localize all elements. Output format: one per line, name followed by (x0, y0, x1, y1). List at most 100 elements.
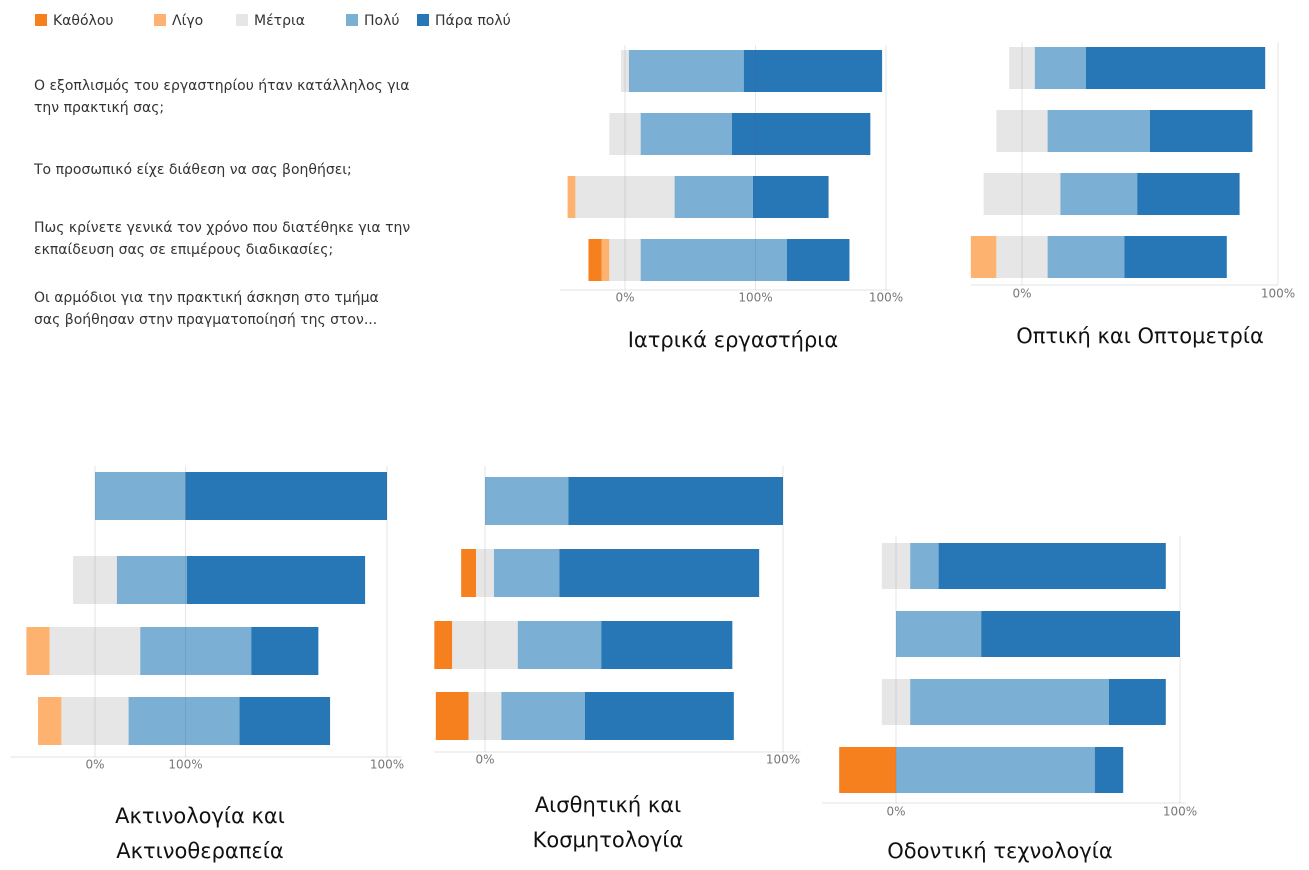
bar-segment (601, 621, 733, 669)
bar-segment (1124, 236, 1227, 278)
x-tick-label: 100% (766, 753, 800, 767)
bar-segment (896, 611, 982, 657)
bar-segment (95, 472, 186, 520)
bar-segment (61, 697, 129, 745)
bar-segment (1086, 47, 1266, 89)
bar-segment (609, 239, 641, 281)
bar-segment (185, 472, 387, 520)
bar-segment (452, 621, 518, 669)
bar-segment (628, 50, 744, 92)
legend-swatch (236, 14, 248, 26)
bar-segment (1034, 47, 1086, 89)
bar-segment (640, 113, 733, 155)
x-tick-label: 100% (1261, 287, 1295, 301)
bar-segment (251, 627, 319, 675)
chart-title: Ακτινολογία και (115, 804, 285, 828)
bar-segment (981, 611, 1180, 657)
question-label: Πως κρίνετε γενικά τον χρόνο που διατέθη… (34, 220, 410, 236)
bar-segment (575, 176, 675, 218)
bar-segment (73, 556, 117, 604)
bar-segment (1060, 173, 1138, 215)
bar-segment (239, 697, 331, 745)
bar-segment (584, 692, 734, 740)
bar-segment (938, 543, 1166, 589)
question-label: εκπαίδευση σας σε επιμέρους διαδικασίες; (34, 242, 333, 258)
question-label: την πρακτική σας; (34, 100, 164, 116)
bar-segment (640, 239, 787, 281)
bar-segment (435, 692, 469, 740)
bar-segment (881, 679, 911, 725)
bar-segment (601, 239, 610, 281)
bar-segment (752, 176, 829, 218)
bar-segment (128, 697, 240, 745)
bar-segment (468, 692, 502, 740)
bar-segment (621, 50, 629, 92)
bar-segment (839, 747, 896, 793)
bar-segment (609, 113, 641, 155)
question-label: Ο εξοπλισμός του εργαστηρίου ήταν κατάλλ… (34, 78, 409, 94)
chart-title: Οδοντική τεχνολογία (887, 839, 1112, 863)
bar-segment (140, 627, 252, 675)
question-label: Οι αρμόδιοι για την πρακτική άσκηση στο … (34, 290, 379, 306)
bar-segment (517, 621, 602, 669)
bar-segment (896, 747, 1095, 793)
x-tick-label: 0% (475, 753, 494, 767)
bar-segment (493, 549, 560, 597)
x-tick-label: 100% (1163, 805, 1197, 819)
bar-segment (476, 549, 494, 597)
x-tick-label: 100% (869, 291, 903, 305)
x-tick-label: 100% (738, 291, 772, 305)
bar-segment (567, 176, 576, 218)
bar-segment (49, 627, 141, 675)
bar-segment (881, 543, 911, 589)
chart-title: Ιατρικά εργαστήρια (628, 328, 839, 352)
bar-segment (996, 110, 1048, 152)
bar-segment (674, 176, 753, 218)
x-tick-label: 0% (85, 758, 104, 772)
bar-segment (501, 692, 585, 740)
bar-segment (38, 697, 62, 745)
legend-swatch (35, 14, 47, 26)
chart-title: Ακτινοθεραπεία (116, 839, 283, 863)
legend-label: Μέτρια (254, 13, 305, 29)
legend-swatch (417, 14, 429, 26)
bar-segment (588, 239, 602, 281)
bar-segment (732, 113, 871, 155)
bar-segment (996, 236, 1048, 278)
bar-segment (186, 556, 366, 604)
bar-segment (1047, 110, 1150, 152)
bar-segment (116, 556, 187, 604)
bar-segment (743, 50, 883, 92)
bar-segment (568, 477, 783, 525)
bar-segment (485, 477, 569, 525)
legend-swatch (154, 14, 166, 26)
bar-segment (559, 549, 760, 597)
bar-segment (970, 236, 997, 278)
bar-segment (1047, 236, 1125, 278)
legend-label: Λίγο (172, 13, 203, 29)
bar-segment (1137, 173, 1240, 215)
legend-label: Πολύ (364, 13, 399, 29)
bar-segment (1109, 679, 1166, 725)
legend-label: Πάρα πολύ (435, 13, 511, 29)
x-tick-label: 0% (1012, 287, 1031, 301)
legend-label: Καθόλου (53, 13, 114, 29)
bar-segment (461, 549, 477, 597)
x-tick-label: 0% (615, 291, 634, 305)
question-label: σας βοήθησαν στην πραγματοποίησή της στο… (34, 312, 377, 328)
chart-title: Κοσμητολογία (533, 828, 684, 852)
x-tick-label: 100% (370, 758, 404, 772)
legend-swatch (346, 14, 358, 26)
bar-segment (1009, 47, 1035, 89)
bar-segment (910, 543, 939, 589)
bar-segment (910, 679, 1109, 725)
bar-segment (1094, 747, 1124, 793)
bar-segment (1150, 110, 1253, 152)
chart-title: Αισθητική και (535, 793, 681, 817)
x-tick-label: 100% (168, 758, 202, 772)
bar-segment (434, 621, 453, 669)
chart-title: Οπτική και Οπτομετρία (1016, 324, 1264, 348)
bar-segment (26, 627, 50, 675)
bar-segment (983, 173, 1061, 215)
